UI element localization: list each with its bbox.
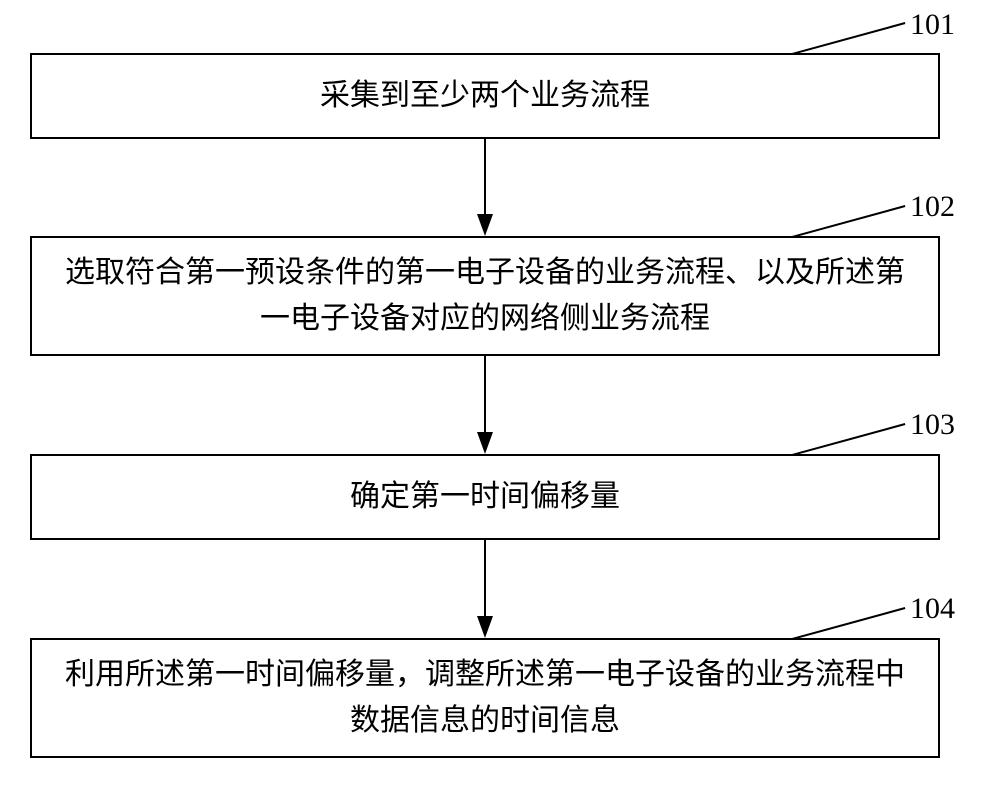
flowchart-canvas: 采集到至少两个业务流程选取符合第一预设条件的第一电子设备的业务流程、以及所述第一… — [0, 0, 1000, 808]
step-label-leader-line — [792, 22, 906, 55]
flow-step-text: 利用所述第一时间偏移量，调整所述第一电子设备的业务流程中数据信息的时间信息 — [52, 652, 918, 745]
flow-arrow — [473, 139, 497, 236]
step-label: 104 — [910, 592, 955, 626]
flow-step-box: 利用所述第一时间偏移量，调整所述第一电子设备的业务流程中数据信息的时间信息 — [30, 638, 940, 758]
step-label-leader-line — [792, 205, 906, 238]
step-label: 101 — [910, 8, 955, 42]
flow-step-box: 采集到至少两个业务流程 — [30, 53, 940, 139]
step-label-leader-line — [792, 423, 906, 456]
flow-step-box: 选取符合第一预设条件的第一电子设备的业务流程、以及所述第一电子设备对应的网络侧业… — [30, 236, 940, 356]
step-label: 103 — [910, 408, 955, 442]
flow-step-text: 确定第一时间偏移量 — [350, 474, 620, 521]
flow-step-text: 选取符合第一预设条件的第一电子设备的业务流程、以及所述第一电子设备对应的网络侧业… — [52, 250, 918, 343]
flow-arrow — [473, 540, 497, 638]
step-label-leader-line — [792, 607, 906, 640]
flow-step-text: 采集到至少两个业务流程 — [320, 73, 650, 120]
flow-step-box: 确定第一时间偏移量 — [30, 454, 940, 540]
flow-arrow — [473, 356, 497, 454]
step-label: 102 — [910, 190, 955, 224]
